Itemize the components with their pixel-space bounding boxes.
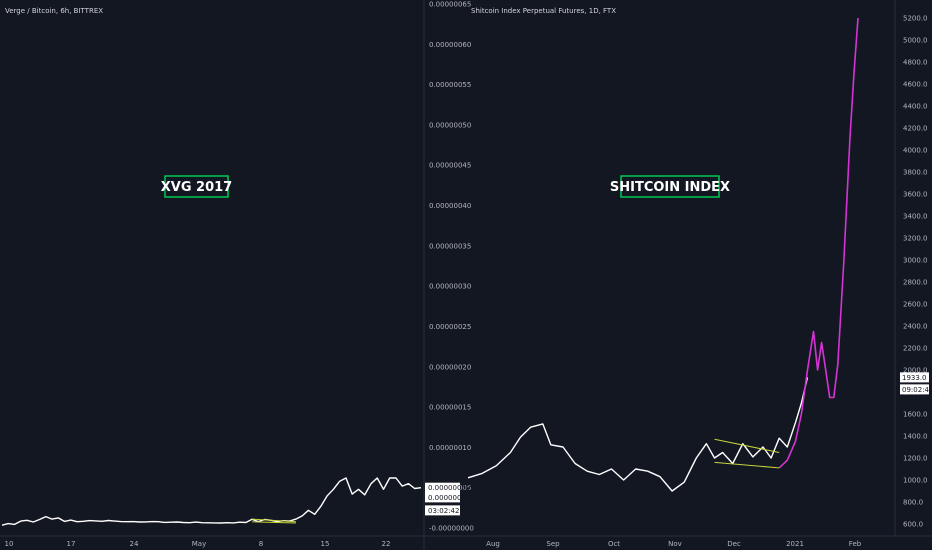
left-series-line [1, 477, 422, 526]
right-y-tick-label: 5200.0 [903, 15, 928, 23]
right-y-tick-label: 1200.0 [903, 455, 928, 463]
left-price-tag-box [425, 505, 460, 516]
right-y-tick-label: 4800.0 [903, 59, 928, 67]
left-x-tick-label: 8 [259, 540, 263, 548]
left-y-tick-label: 0.00000020 [429, 363, 471, 371]
right-y-tick-label: 2400.0 [903, 323, 928, 331]
left-y-tick-label: 0.00000040 [429, 202, 471, 210]
right-x-tick-label: Aug [486, 540, 500, 548]
right-y-tick-label: 4000.0 [903, 147, 928, 155]
left-y-tick-label: 0.00000045 [429, 162, 471, 170]
right-y-tick-label: 1000.0 [903, 477, 928, 485]
left-annotation-box [164, 175, 229, 198]
left-price-tag-text: 0.00000050 [428, 484, 470, 492]
right-projection-line [778, 17, 859, 469]
left-annotation-label: XVG 2017 [161, 180, 232, 195]
right-x-tick-label: 2021 [786, 540, 804, 548]
left-y-tick-label: 0.00000015 [429, 404, 471, 412]
right-y-tick-label: 2600.0 [903, 301, 928, 309]
right-price-tag-text: 09:02:42 [902, 386, 932, 394]
right-x-tick-label: Nov [668, 540, 682, 548]
right-annotation-box [620, 175, 720, 198]
right-y-tick-label: 2200.0 [903, 345, 928, 353]
left-y-tick-label: 0.00000055 [429, 81, 471, 89]
right-y-tick-label: 3000.0 [903, 257, 928, 265]
right-y-tick-label: 3800.0 [903, 169, 928, 177]
left-x-tick-label: 24 [130, 540, 139, 548]
left-y-tick-label: 0.00000060 [429, 41, 471, 49]
right-y-tick-label: 5000.0 [903, 37, 928, 45]
right-series-line [467, 377, 809, 492]
left-x-tick-label: 22 [382, 540, 391, 548]
left-x-tick-label: 17 [67, 540, 76, 548]
chart-lines-layer [1, 17, 859, 526]
right-x-tick-label: Dec [727, 540, 741, 548]
right-y-tick-label: 1600.0 [903, 411, 928, 419]
right-y-tick-label: 800.0 [903, 499, 923, 507]
left-y-tick-label: 0.00000025 [429, 323, 471, 331]
left-y-tick-label: 0.00000010 [429, 444, 471, 452]
right-x-tick-label: Sep [546, 540, 560, 548]
right-x-tick-label: Feb [849, 540, 862, 548]
left-y-tick-label: 0.00000035 [429, 242, 471, 250]
right-price-tag-text: 1933.0 [902, 374, 927, 382]
left-y-tick-label: 0.00000050 [429, 121, 471, 129]
right-y-tick-label: 3400.0 [903, 213, 928, 221]
left-x-tick-label: May [192, 540, 206, 548]
right-y-tick-label: 2800.0 [903, 279, 928, 287]
left-chart-title: Verge / Bitcoin, 6h, BITTREX [5, 7, 103, 15]
right-y-tick-label: 4600.0 [903, 81, 928, 89]
right-price-tag-box [900, 372, 929, 383]
left-y-tick-label: 0.00000030 [429, 283, 471, 291]
right-y-tick-label: 4200.0 [903, 125, 928, 133]
right-y-tick-label: 600.0 [903, 521, 923, 529]
left-y-tick-label: -0.00000000 [429, 525, 474, 533]
right-wedge-upper-line [714, 438, 780, 453]
right-x-tick-label: Oct [608, 540, 620, 548]
left-wedge-lower-line [252, 521, 296, 524]
left-price-tag-text: 03:02:42 [428, 507, 459, 515]
chart-labels-layer: Verge / Bitcoin, 6h, BITTREX 0.00000065 0.… [5, 1, 932, 549]
left-price-tag-text: 0.00000038 [428, 494, 470, 502]
right-price-tag-box [900, 384, 929, 395]
left-y-tick-label: 0.00000065 [429, 1, 471, 9]
right-y-tick-label: 1400.0 [903, 433, 928, 441]
right-y-tick-label: 2000.0 [903, 367, 928, 375]
right-y-tick-label: 3200.0 [903, 235, 928, 243]
left-price-tag-box [425, 482, 460, 493]
left-price-tag-box [425, 492, 460, 503]
right-y-tick-label: 4400.0 [903, 103, 928, 111]
right-chart-title: Shitcoin Index Perpetual Futures, 1D, FT… [471, 7, 616, 15]
left-x-tick-label: 10 [5, 540, 14, 548]
left-x-tick-label: 15 [321, 540, 330, 548]
right-y-tick-label: 3600.0 [903, 191, 928, 199]
left-wedge-upper-line [252, 518, 296, 523]
right-wedge-lower-line [714, 461, 780, 469]
right-annotation-label: SHITCOIN INDEX [610, 180, 730, 195]
